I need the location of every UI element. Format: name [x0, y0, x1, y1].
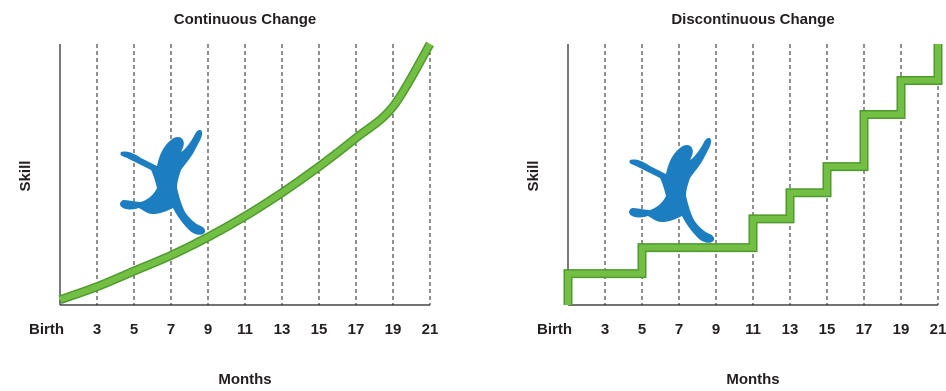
x-tick-label: 5: [130, 321, 138, 338]
x-axis-label: Months: [218, 371, 271, 388]
series-line: [565, 44, 941, 305]
x-tick-label: 3: [601, 321, 609, 338]
series-line: [59, 42, 433, 303]
x-tick-label: 17: [856, 321, 873, 338]
x-tick-label: 11: [745, 321, 761, 338]
x-tick-label: 3: [93, 321, 101, 338]
x-tick-label: 15: [311, 321, 328, 338]
x-tick-label: 19: [893, 321, 910, 338]
chart-panel-1: Continuous Change Birth 3 5 7 9 11 13 15 17 19 21 Mo…: [17, 11, 438, 388]
chart-panel-2: Discontinuous Change Birth 3 5 7 9 11 13 15 17 19 2…: [525, 11, 946, 388]
x-tick-label: 21: [422, 321, 439, 338]
x-axis-label: Months: [726, 371, 779, 388]
x-tick-label: 13: [274, 321, 291, 338]
x-tick-label: 13: [782, 321, 799, 338]
chart-title: Discontinuous Change: [671, 11, 834, 28]
x-tick-label: 19: [385, 321, 402, 338]
series-line-outline: [563, 44, 943, 305]
x-tick-label: 9: [204, 321, 212, 338]
x-tick-label: Birth: [537, 321, 572, 338]
y-axis-label: Skill: [17, 161, 34, 192]
x-tick-label: 15: [819, 321, 836, 338]
x-tick-label: 17: [348, 321, 365, 338]
x-tick-label: 7: [675, 321, 683, 338]
jumping-child-icon: [120, 129, 206, 235]
x-tick-label: 9: [712, 321, 720, 338]
x-tick-label: 11: [237, 321, 253, 338]
x-tick-label: 5: [638, 321, 646, 338]
y-axis-label: Skill: [525, 161, 542, 192]
chart-title: Continuous Change: [174, 11, 317, 28]
x-tick-label: 7: [167, 321, 175, 338]
x-tick-label: 21: [930, 321, 946, 338]
x-tick-label: Birth: [29, 321, 64, 338]
